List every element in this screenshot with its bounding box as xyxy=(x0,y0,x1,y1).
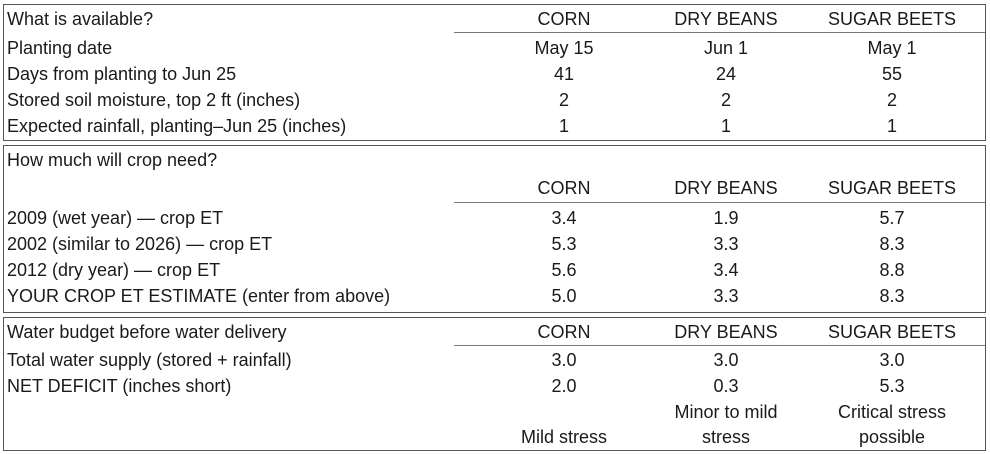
row-label: 2012 (dry year) — crop ET xyxy=(7,260,221,280)
table-row: 2009 (wet year) — crop ET 3.4 1.9 5.7 xyxy=(4,206,985,230)
cell-corn: 41 xyxy=(553,64,575,84)
row-label: Stored soil moisture, top 2 ft (inches) xyxy=(7,90,301,110)
cell-corn: 5.6 xyxy=(551,260,577,280)
cell-corn: 3.4 xyxy=(551,208,577,228)
cell-corn: 2 xyxy=(558,90,569,110)
cell-corn: May 15 xyxy=(534,38,594,58)
section2-col-corn: CORN xyxy=(537,178,591,198)
cell-corn: 2.0 xyxy=(551,376,577,396)
cell-dry-beans: 3.0 xyxy=(713,350,739,370)
stress-line1-row: Minor to mild Critical stress xyxy=(4,400,985,424)
stress-line2-row: Mild stress stress possible xyxy=(4,425,985,449)
section1-title: What is available? xyxy=(7,9,154,29)
table-row: Total water supply (stored + rainfall) 3… xyxy=(4,348,985,372)
row-label: Expected rainfall, planting–Jun 25 (inch… xyxy=(7,116,347,136)
cell-corn: 1 xyxy=(558,116,569,136)
section-what-is-available: What is available? CORN DRY BEANS SUGAR … xyxy=(3,4,986,141)
section2-col-dry-beans: DRY BEANS xyxy=(674,178,778,198)
row-label: 2009 (wet year) — crop ET xyxy=(7,208,224,228)
cell-sugar-beets: 2 xyxy=(886,90,897,110)
cell-dry-beans: 1.9 xyxy=(713,208,739,228)
table-row: 2012 (dry year) — crop ET 5.6 3.4 8.8 xyxy=(4,258,985,282)
section3-title: Water budget before water delivery xyxy=(7,322,287,342)
section3-header-divider xyxy=(454,345,985,346)
section1-col-sugar-beets: SUGAR BEETS xyxy=(827,9,957,29)
table-row: Days from planting to Jun 25 41 24 55 xyxy=(4,62,985,86)
cell-sugar-beets: 5.3 xyxy=(879,376,905,396)
cell-dry-beans: Jun 1 xyxy=(703,38,749,58)
stress-sugar-beets-line1: Critical stress xyxy=(837,402,946,422)
table-row: NET DEFICIT (inches short) 2.0 0.3 5.3 xyxy=(4,374,985,398)
cell-sugar-beets: 8.3 xyxy=(879,234,905,254)
table-row: Expected rainfall, planting–Jun 25 (inch… xyxy=(4,114,985,138)
section2-col-sugar-beets: SUGAR BEETS xyxy=(827,178,957,198)
cell-sugar-beets: 8.3 xyxy=(879,286,905,306)
row-label: YOUR CROP ET ESTIMATE (enter from above) xyxy=(7,286,391,306)
row-label: Planting date xyxy=(7,38,113,58)
table-row: 2002 (similar to 2026) — crop ET 5.3 3.3… xyxy=(4,232,985,256)
table-row: Stored soil moisture, top 2 ft (inches) … xyxy=(4,88,985,112)
cell-sugar-beets: 3.0 xyxy=(879,350,905,370)
section2-header-divider xyxy=(454,202,985,203)
section1-header-divider xyxy=(454,32,985,33)
row-label: Days from planting to Jun 25 xyxy=(7,64,237,84)
cell-sugar-beets: May 1 xyxy=(867,38,917,58)
cell-dry-beans: 3.4 xyxy=(713,260,739,280)
row-label: Total water supply (stored + rainfall) xyxy=(7,350,292,370)
cell-corn: 5.0 xyxy=(551,286,577,306)
row-label: 2002 (similar to 2026) — crop ET xyxy=(7,234,273,254)
section3-header-row: Water budget before water delivery CORN … xyxy=(4,320,985,344)
section2-header-row: CORN DRY BEANS SUGAR BEETS xyxy=(4,176,985,200)
stress-dry-beans-line1: Minor to mild xyxy=(674,402,778,422)
table-row: YOUR CROP ET ESTIMATE (enter from above)… xyxy=(4,284,985,308)
section1-col-dry-beans: DRY BEANS xyxy=(674,9,778,29)
cell-sugar-beets: 8.8 xyxy=(879,260,905,280)
section1-header-row: What is available? CORN DRY BEANS SUGAR … xyxy=(4,7,985,31)
cell-dry-beans: 1 xyxy=(720,116,731,136)
cell-dry-beans: 24 xyxy=(715,64,737,84)
section3-col-dry-beans: DRY BEANS xyxy=(674,322,778,342)
stress-corn-line2: Mild stress xyxy=(520,427,607,447)
cell-dry-beans: 2 xyxy=(720,90,731,110)
section-crop-need: How much will crop need? CORN DRY BEANS … xyxy=(3,145,986,313)
section2-title-row: How much will crop need? xyxy=(4,148,985,172)
cell-sugar-beets: 1 xyxy=(886,116,897,136)
section3-col-corn: CORN xyxy=(537,322,591,342)
cell-sugar-beets: 55 xyxy=(881,64,903,84)
cell-corn: 3.0 xyxy=(551,350,577,370)
table-row: Planting date May 15 Jun 1 May 1 xyxy=(4,36,985,60)
cell-corn: 5.3 xyxy=(551,234,577,254)
cell-dry-beans: 0.3 xyxy=(713,376,739,396)
section-water-budget: Water budget before water delivery CORN … xyxy=(3,317,986,451)
stress-dry-beans-line2: stress xyxy=(701,427,750,447)
stress-sugar-beets-line2: possible xyxy=(858,427,926,447)
cell-dry-beans: 3.3 xyxy=(713,234,739,254)
row-label: NET DEFICIT (inches short) xyxy=(7,376,232,396)
section3-col-sugar-beets: SUGAR BEETS xyxy=(827,322,957,342)
section1-col-corn: CORN xyxy=(537,9,591,29)
section2-title: How much will crop need? xyxy=(7,150,218,170)
cell-sugar-beets: 5.7 xyxy=(879,208,905,228)
cell-dry-beans: 3.3 xyxy=(713,286,739,306)
